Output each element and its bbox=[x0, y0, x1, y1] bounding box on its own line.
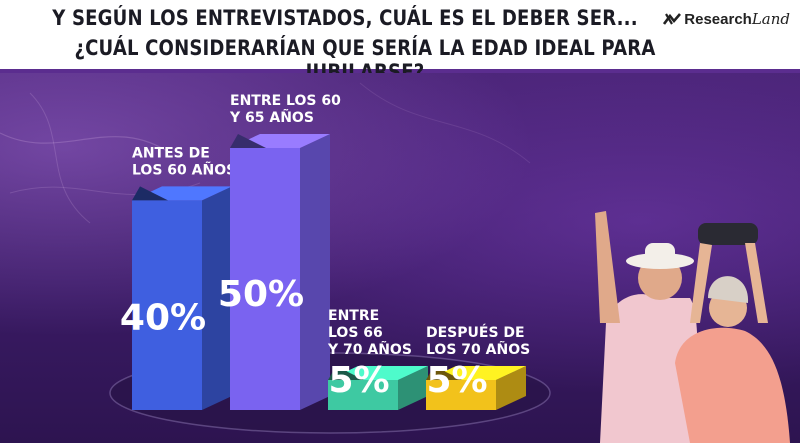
category-label: ENTRE bbox=[328, 308, 379, 324]
bar-front bbox=[230, 148, 300, 410]
logo-text: ResearchLand bbox=[684, 10, 790, 28]
category-label: Y 70 AÑOS bbox=[327, 341, 412, 358]
bar-2 bbox=[230, 134, 330, 410]
bar-notch bbox=[328, 366, 364, 380]
bar-1 bbox=[132, 186, 232, 410]
bar-front bbox=[426, 380, 496, 410]
bar-value-label: 50% bbox=[218, 274, 304, 315]
bar-front bbox=[132, 200, 202, 410]
bar-value-label: 40% bbox=[120, 298, 206, 339]
header: Y SEGÚN LOS ENTREVISTADOS, CUÁL ES EL DE… bbox=[0, 0, 800, 84]
bar-value-label: 5% bbox=[328, 360, 389, 401]
title-line-2: ¿CUÁL CONSIDERARÍAN QUE SERÍA LA EDAD ID… bbox=[74, 36, 656, 84]
bar-front bbox=[328, 380, 398, 410]
bar-side bbox=[496, 366, 526, 410]
bar-notch bbox=[230, 134, 266, 148]
bar-value-label: 5% bbox=[426, 360, 487, 401]
bar-side bbox=[202, 186, 232, 410]
bar-notch bbox=[426, 366, 462, 380]
category-label: LOS 60 AÑOS bbox=[132, 161, 236, 178]
chart-stage: 40% ANTES DE LOS 60 AÑOS 50% ENTRE LOS 60 Y 6… bbox=[0, 73, 800, 443]
bar-side bbox=[398, 366, 428, 410]
couple-photo bbox=[595, 211, 790, 443]
bar-notch bbox=[132, 186, 168, 201]
category-label: DESPUÉS DE bbox=[426, 324, 525, 341]
bar-4 bbox=[426, 366, 526, 410]
category-label: ANTES DE bbox=[132, 145, 210, 161]
logo-mark-icon bbox=[663, 13, 682, 25]
bar-side bbox=[300, 134, 330, 410]
researchland-logo: ResearchLand bbox=[663, 8, 790, 30]
category-label: Y 65 AÑOS bbox=[229, 109, 314, 126]
category-label: ENTRE LOS 60 bbox=[230, 93, 341, 109]
bar-3 bbox=[328, 366, 428, 410]
title-line-1: Y SEGÚN LOS ENTREVISTADOS, CUÁL ES EL DE… bbox=[52, 6, 638, 30]
category-label: LOS 66 bbox=[328, 325, 383, 341]
category-label: LOS 70 AÑOS bbox=[426, 341, 530, 358]
